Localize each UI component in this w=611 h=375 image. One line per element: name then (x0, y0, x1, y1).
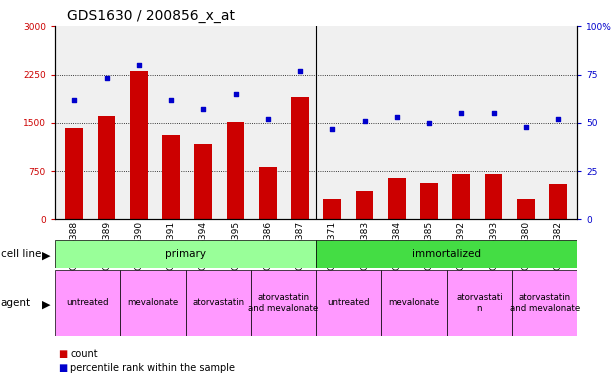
Bar (452, 174, 470, 219)
Bar (259, 167, 277, 219)
Text: ■: ■ (58, 363, 67, 373)
Text: untreated: untreated (67, 298, 109, 307)
Bar (485, 174, 502, 219)
Bar (356, 191, 373, 219)
Bar (447, 270, 512, 336)
Point (231, 91, 241, 97)
Text: primary: primary (165, 249, 206, 259)
Point (521, 124, 531, 130)
Bar (512, 270, 577, 336)
Bar (162, 135, 180, 219)
Point (489, 110, 499, 116)
Point (424, 120, 434, 126)
Text: cell line: cell line (1, 249, 41, 259)
Text: mevalonate: mevalonate (389, 298, 440, 307)
Bar (120, 270, 186, 336)
Bar (55, 270, 120, 336)
Bar (420, 183, 438, 219)
Bar (316, 270, 381, 336)
Point (263, 116, 273, 122)
Point (101, 75, 111, 81)
Text: ■: ■ (58, 350, 67, 359)
Bar (130, 70, 148, 219)
Point (166, 97, 176, 103)
Point (199, 106, 208, 112)
Text: atorvastatin
and mevalonate: atorvastatin and mevalonate (510, 293, 580, 312)
Bar (251, 270, 316, 336)
Text: atorvastatin: atorvastatin (192, 298, 244, 307)
Bar (381, 270, 447, 336)
Bar (65, 128, 83, 219)
Bar (388, 177, 406, 219)
Bar (186, 270, 251, 336)
Text: agent: agent (1, 298, 31, 308)
Point (70, 97, 79, 103)
Bar (98, 116, 115, 219)
Bar (227, 122, 244, 219)
Text: ▶: ▶ (42, 300, 50, 310)
Text: untreated: untreated (327, 298, 370, 307)
Text: atorvastatin
and mevalonate: atorvastatin and mevalonate (249, 293, 319, 312)
Point (295, 68, 305, 74)
Bar (549, 184, 567, 219)
Point (456, 110, 466, 116)
Point (360, 118, 370, 124)
Bar (55, 240, 316, 268)
Text: mevalonate: mevalonate (127, 298, 178, 307)
Bar (517, 200, 535, 219)
Text: ▶: ▶ (42, 251, 50, 261)
Bar (316, 240, 577, 268)
Point (327, 126, 337, 132)
Text: percentile rank within the sample: percentile rank within the sample (70, 363, 235, 373)
Bar (323, 200, 341, 219)
Text: immortalized: immortalized (412, 249, 481, 259)
Text: atorvastati
n: atorvastati n (456, 293, 503, 312)
Point (134, 62, 144, 68)
Bar (291, 97, 309, 219)
Point (392, 114, 401, 120)
Text: count: count (70, 350, 98, 359)
Text: GDS1630 / 200856_x_at: GDS1630 / 200856_x_at (67, 9, 235, 23)
Point (553, 116, 563, 122)
Bar (194, 144, 212, 219)
